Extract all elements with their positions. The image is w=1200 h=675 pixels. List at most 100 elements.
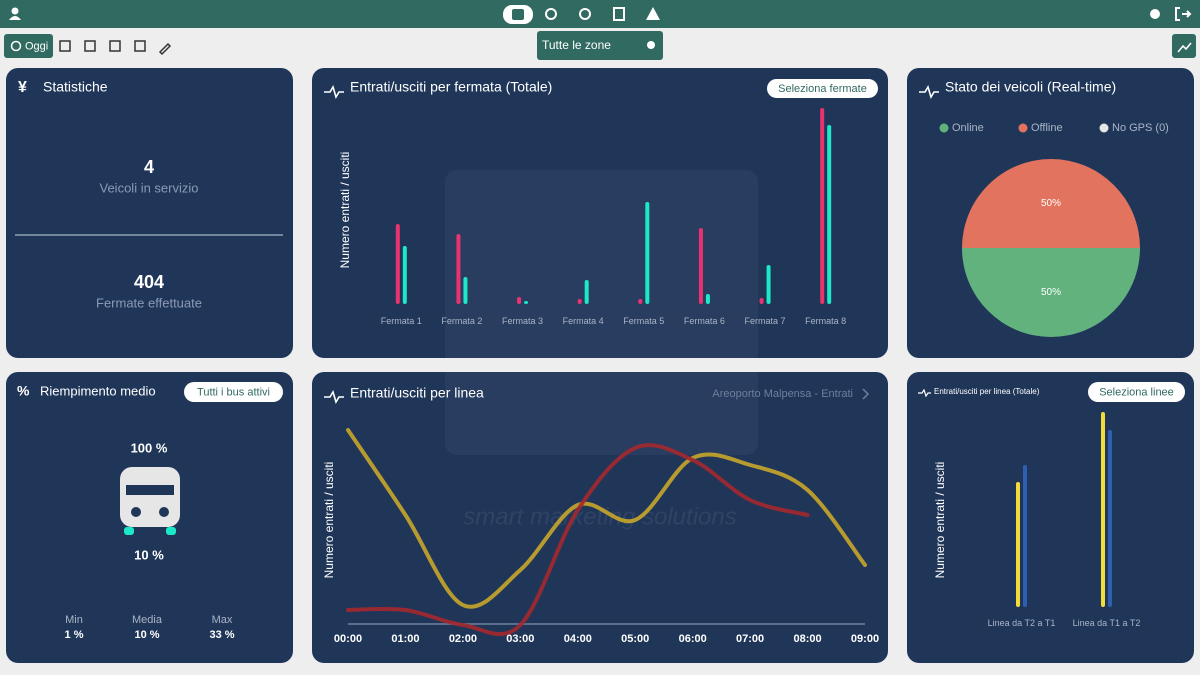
- x-label-box: Fermata 7: [744, 316, 786, 326]
- bar: [759, 298, 764, 304]
- bar: [395, 224, 400, 304]
- x-tick-label: Fermata 2: [441, 316, 483, 326]
- alert-icon[interactable]: [646, 7, 660, 20]
- bus-icon: [120, 467, 180, 535]
- x-tick-label: Linea da T2 a T1: [987, 618, 1056, 628]
- x-tick-label: Fermata 8: [805, 316, 847, 326]
- bar: [705, 294, 710, 304]
- clock-icon: [10, 40, 22, 52]
- fill-max: 100 %: [131, 440, 168, 455]
- x-tick-label: 08:00: [793, 633, 821, 645]
- nav-icons[interactable]: [545, 7, 625, 21]
- fill-stat-value: 33 %: [209, 629, 234, 641]
- pie-slice: [962, 159, 1140, 248]
- bar: [463, 277, 468, 304]
- x-tick-label: 00:00: [334, 633, 362, 645]
- zone-label: Tutte le zone: [542, 38, 611, 52]
- x-tick-label: Fermata 5: [623, 316, 665, 326]
- x-tick-label: Fermata 3: [502, 316, 544, 326]
- x-tick-label: 02:00: [449, 633, 477, 645]
- bar: [827, 125, 832, 304]
- button-label: Seleziona linee: [1099, 386, 1174, 398]
- bar: [645, 202, 650, 304]
- view-icons[interactable]: [59, 40, 172, 56]
- x-tick-label: Fermata 7: [744, 316, 786, 326]
- x-label-box: Linea da T2 a T1: [987, 618, 1056, 628]
- stats-icon: ¥: [18, 79, 27, 96]
- x-tick-label: 01:00: [391, 633, 419, 645]
- today-label: Oggi: [25, 40, 48, 52]
- x-label-box: Fermata 4: [562, 316, 604, 326]
- next-icon[interactable]: [862, 388, 870, 400]
- card-title: Statistiche: [43, 79, 108, 95]
- x-label-box: Fermata 3: [502, 316, 544, 326]
- x-tick-label: Fermata 6: [683, 316, 725, 326]
- top-bar: [0, 0, 1200, 28]
- dashboard-icon: [512, 9, 524, 20]
- line-subtitle[interactable]: Areoporto Malpensa - Entrati: [712, 388, 853, 400]
- x-tick-label: Fermata 4: [562, 316, 604, 326]
- stat-value: 404: [134, 272, 164, 292]
- slice-label: 50%: [1041, 287, 1061, 298]
- line-series: [346, 443, 810, 637]
- chart-toggle-icon: [1177, 42, 1192, 53]
- user-icon[interactable]: [9, 7, 21, 21]
- fill-min: 10 %: [134, 547, 164, 562]
- bar: [456, 234, 461, 304]
- stat-label: Fermate effettuate: [96, 295, 202, 310]
- card-title: Riempimento medio: [40, 383, 156, 398]
- card-title: Entrati/usciti per fermata (Totale): [350, 79, 552, 95]
- line-series: [346, 428, 867, 609]
- bar: [638, 299, 643, 304]
- x-tick-label: 03:00: [506, 633, 534, 645]
- logout-icon[interactable]: [1175, 7, 1192, 21]
- pin-icon: [647, 41, 655, 49]
- y-axis-label: Numero entrati / usciti: [338, 152, 352, 269]
- slice-label: 50%: [1041, 198, 1061, 209]
- x-tick-label: 05:00: [621, 633, 649, 645]
- bar: [517, 297, 522, 304]
- zone-selector[interactable]: [537, 31, 663, 60]
- stat-label: Veicoli in servizio: [100, 180, 199, 195]
- fill-button[interactable]: [184, 382, 283, 402]
- card-stop-chart: [312, 68, 888, 358]
- x-label-box: Fermata 1: [381, 316, 422, 326]
- x-tick-label: Linea da T1 a T2: [1072, 618, 1141, 628]
- watermark-logo: [445, 170, 758, 455]
- bar: [1108, 430, 1112, 607]
- legend-label: Online: [952, 122, 984, 134]
- select-lines-button[interactable]: [1088, 382, 1185, 402]
- chart-icon: [324, 85, 344, 99]
- bar: [698, 228, 703, 304]
- x-tick-label: 04:00: [564, 633, 592, 645]
- bar: [820, 108, 825, 304]
- fill-stat-label: Max: [212, 614, 233, 626]
- x-tick-label: 07:00: [736, 633, 764, 645]
- bar: [402, 246, 407, 304]
- today-button[interactable]: [4, 34, 53, 58]
- button-label: Seleziona fermate: [778, 83, 867, 95]
- legend-label: Offline: [1031, 122, 1063, 134]
- cards: [6, 68, 1194, 663]
- y-axis-label: Numero entrati / usciti: [933, 462, 947, 579]
- fill-stats: Min 1 % Media 10 % Max 33 %: [65, 614, 235, 641]
- fill-stat-value: 10 %: [134, 629, 159, 641]
- card-line-chart: [312, 372, 888, 663]
- chart-icon: [918, 388, 931, 398]
- fill-stat-value: 1 %: [65, 629, 84, 641]
- fill-stat-label: Media: [132, 614, 163, 626]
- chart-icon: [919, 85, 939, 99]
- fill-button-label: Tutti i bus attivi: [197, 386, 270, 398]
- bar: [577, 299, 582, 304]
- bar: [584, 280, 589, 304]
- x-label-box: Fermata 8: [805, 316, 847, 326]
- x-tick-label: 06:00: [679, 633, 707, 645]
- bug-icon[interactable]: [1150, 9, 1160, 19]
- select-stops-button[interactable]: [767, 79, 878, 98]
- legend-swatch: [1099, 123, 1109, 133]
- pie-slice: [962, 248, 1140, 337]
- fill-stat-label: Min: [65, 614, 83, 626]
- card-title: Entrati/usciti per linea: [350, 385, 484, 401]
- x-label-box: Fermata 2: [441, 316, 483, 326]
